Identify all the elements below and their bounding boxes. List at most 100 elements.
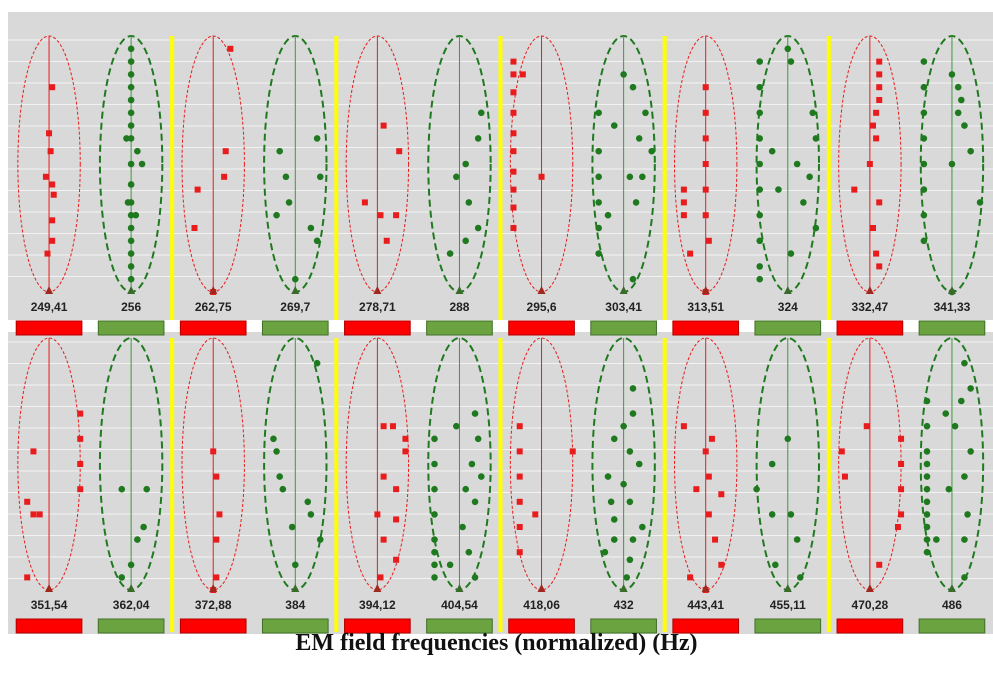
data-point <box>873 135 880 142</box>
data-point <box>510 89 517 96</box>
data-point <box>923 548 931 556</box>
base-marker <box>619 286 628 294</box>
data-point <box>380 122 387 129</box>
parity-bar <box>836 320 904 336</box>
data-point <box>127 237 135 245</box>
data-point <box>920 186 928 193</box>
data-point <box>453 422 460 430</box>
data-point <box>756 58 764 65</box>
data-point <box>402 435 409 442</box>
data-point <box>873 250 880 257</box>
parity-bar <box>344 618 411 634</box>
tick-label: 278,71 <box>359 300 396 314</box>
parity-bar <box>590 618 657 634</box>
data-point <box>462 160 469 168</box>
data-point <box>49 237 56 244</box>
data-point <box>516 524 523 530</box>
data-point <box>510 130 517 137</box>
tick-label: 295,6 <box>527 300 557 314</box>
data-point <box>680 199 687 206</box>
data-point <box>876 71 883 78</box>
data-point <box>796 574 804 581</box>
data-point <box>629 275 637 283</box>
data-point <box>510 204 517 211</box>
data-point <box>222 148 229 155</box>
data-point <box>221 173 228 180</box>
base-marker <box>291 584 300 592</box>
base-marker <box>373 584 382 592</box>
data-point <box>626 498 634 506</box>
data-point <box>610 536 618 543</box>
data-point <box>431 574 438 581</box>
data-point <box>964 511 971 518</box>
tick-label: 324 <box>778 300 798 314</box>
parity-bar <box>590 320 657 336</box>
data-point <box>620 480 627 488</box>
data-point <box>127 58 135 65</box>
parity-bar <box>344 320 411 336</box>
data-point <box>702 212 709 219</box>
parity-bar <box>754 320 822 336</box>
data-point <box>601 548 609 556</box>
base-marker <box>701 286 710 294</box>
data-point <box>49 217 56 224</box>
data-point <box>961 359 968 367</box>
data-point <box>402 448 409 455</box>
data-point <box>474 224 482 232</box>
data-point <box>519 71 526 78</box>
category-332,47: 332,47 <box>836 35 904 336</box>
tick-label: 288 <box>449 300 469 314</box>
data-point <box>291 561 299 569</box>
category-303,41: 303,41 <box>590 35 657 336</box>
base-marker <box>127 584 136 592</box>
data-point <box>191 225 198 231</box>
data-point <box>127 71 135 78</box>
data-point <box>841 473 848 480</box>
category-panels: 249,41 256 262,75 269,7 278,71 288 295,6 303,41… <box>15 35 986 634</box>
category-278,71: 278,71 <box>344 35 411 336</box>
parity-bar <box>672 618 740 634</box>
data-point <box>380 473 387 480</box>
data-point <box>393 212 400 219</box>
data-point <box>967 448 974 455</box>
data-point <box>279 485 287 493</box>
data-point <box>806 173 813 181</box>
data-point <box>787 511 795 518</box>
data-point <box>140 523 147 531</box>
base-marker <box>701 584 710 592</box>
data-point <box>610 435 618 443</box>
category-394,12: 394,12 <box>344 337 411 634</box>
category-362,04: 362,04 <box>97 337 165 634</box>
base-marker <box>947 286 956 294</box>
data-point <box>118 574 126 581</box>
tick-label: 313,51 <box>687 300 724 314</box>
data-point <box>933 536 940 543</box>
data-point <box>951 422 959 430</box>
data-point <box>431 548 438 556</box>
data-point <box>383 237 390 244</box>
data-point <box>510 148 517 155</box>
data-point <box>923 498 931 506</box>
data-point <box>374 511 381 518</box>
data-point <box>213 473 220 480</box>
data-point <box>793 160 801 168</box>
category-288: 288 <box>426 35 493 336</box>
data-point <box>800 199 807 206</box>
data-point <box>923 485 931 493</box>
data-point <box>471 574 479 581</box>
data-point <box>920 58 928 65</box>
data-point <box>393 556 400 563</box>
data-point <box>361 199 368 206</box>
data-point <box>632 199 640 206</box>
data-point <box>316 536 324 543</box>
data-point <box>431 460 438 468</box>
data-point <box>532 511 539 518</box>
tick-label: 404,54 <box>441 598 478 612</box>
data-point <box>595 109 602 117</box>
data-point <box>213 574 220 581</box>
data-point <box>50 191 57 198</box>
data-point <box>898 435 905 442</box>
data-point <box>967 147 974 155</box>
data-point <box>702 161 709 167</box>
